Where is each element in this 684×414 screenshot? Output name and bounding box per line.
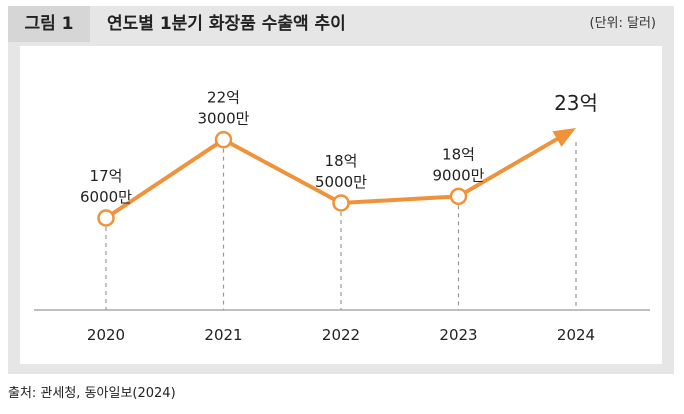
data-label-2022-1: 18억 bbox=[325, 152, 358, 170]
data-label-2021-2: 3000만 bbox=[198, 110, 250, 128]
x-tick-label-2023: 2023 bbox=[439, 326, 477, 344]
chart-panel: 17억 6000만 22억 3000만 18억 5000만 18억 9000만 23억 2020 2… bbox=[20, 46, 662, 364]
data-label-2021-1: 22억 bbox=[207, 89, 240, 107]
figure-label: 그림 1 bbox=[8, 6, 90, 42]
data-label-2023-1: 18억 bbox=[442, 145, 475, 163]
line-chart: 17억 6000만 22억 3000만 18억 5000만 18억 9000만 23억 2020 2… bbox=[34, 89, 650, 344]
data-label-2023-2: 9000만 bbox=[433, 166, 485, 184]
data-label-2020-1: 17억 bbox=[90, 167, 123, 185]
unit-label: (단위: 달러) bbox=[589, 16, 657, 31]
data-point-2023 bbox=[449, 187, 468, 206]
data-label-2022-2: 5000만 bbox=[315, 173, 367, 191]
arrow-head-2024 bbox=[552, 128, 576, 147]
data-point-2021 bbox=[214, 130, 233, 149]
x-tick-label-2022: 2022 bbox=[322, 326, 360, 344]
data-label-2020-2: 6000만 bbox=[80, 188, 132, 206]
x-tick-label-2020: 2020 bbox=[87, 326, 125, 344]
x-tick-label-2021: 2021 bbox=[204, 326, 242, 344]
x-tick-label-2024: 2024 bbox=[557, 326, 595, 344]
chart-title: 연도별 1분기 화장품 수출액 추이 bbox=[107, 14, 346, 34]
data-point-2020 bbox=[97, 209, 115, 227]
data-point-2022 bbox=[332, 194, 350, 212]
figure-frame: 그림 1 연도별 1분기 화장품 수출액 추이 (단위: 달러) 17억 6000… bbox=[8, 6, 674, 374]
source-note: 출처: 관세청, 동아일보(2024) bbox=[8, 386, 176, 401]
data-label-2024-1: 23억 bbox=[554, 91, 598, 115]
